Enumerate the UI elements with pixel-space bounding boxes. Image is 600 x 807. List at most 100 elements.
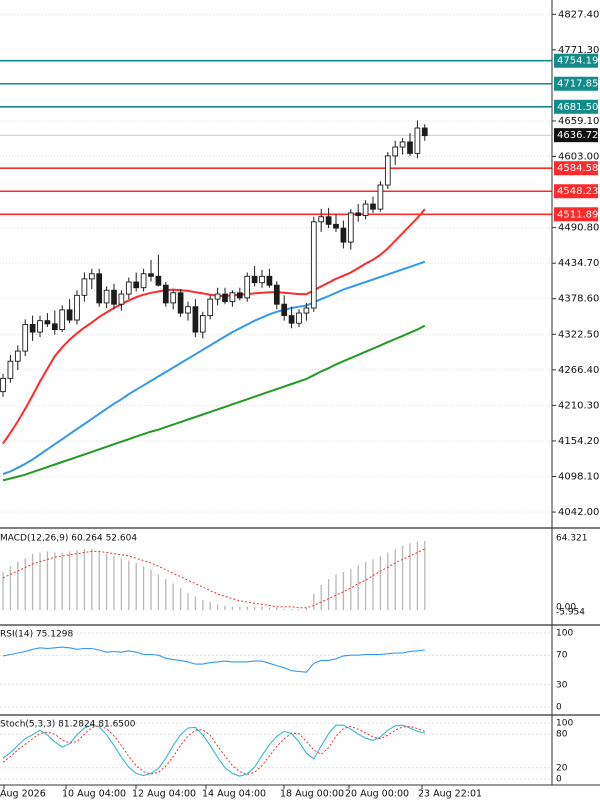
time-tick-label: 20 Aug 00:00 (345, 789, 409, 800)
bearish-candle-body (236, 292, 243, 299)
bullish-candle-body (414, 127, 421, 154)
stoch-tick-label: 20 (556, 763, 568, 773)
bearish-candle-body (133, 281, 140, 289)
candlestick (296, 309, 302, 328)
bullish-candle-body (103, 289, 110, 304)
bullish-candle-body (347, 212, 354, 243)
bullish-candle-body (214, 293, 221, 300)
price-axis: 4827.40 4771.30 4659.10 4603.00 4490.80 4434.… (552, 9, 599, 518)
stoch-main-line (2, 724, 425, 777)
ma-green-moving-average-line (2, 324, 426, 482)
ma-red-moving-average-line (2, 208, 426, 445)
support-level-label: 4511.89 (557, 209, 598, 220)
candlestick (88, 268, 95, 289)
bearish-candle-body (251, 275, 258, 284)
resistance-level-tag (554, 99, 598, 114)
bearish-candle-body (222, 293, 228, 303)
horizontal-levels (0, 59, 552, 216)
time-tick-label: 18 Aug 00:00 (280, 789, 344, 800)
candlestick (185, 301, 191, 321)
bearish-candle-body (162, 284, 169, 304)
bullish-candle-body (59, 309, 66, 330)
candlestick (14, 345, 21, 371)
bullish-candle-body (207, 298, 214, 317)
bullish-candle-body (140, 273, 147, 289)
bullish-candle-body (259, 275, 265, 284)
macd-axis-bottom: -5.954 (556, 608, 585, 618)
candlestick (155, 254, 162, 287)
bullish-candle-body (170, 292, 177, 304)
candlestick (281, 295, 288, 321)
rsi-panel: 100 70 30 0 RSI(14) 75.1298 (0, 629, 573, 713)
candlestick (7, 354, 14, 383)
price-tick-label: 4603.00 (558, 152, 599, 163)
bearish-candle-body (177, 292, 184, 314)
candlestick (162, 282, 169, 307)
candlestick (125, 277, 132, 300)
stoch-label: Stoch(5,3,3) 81.2824 81.6500 (0, 720, 136, 730)
candlestick (148, 259, 154, 282)
candlestick (310, 216, 317, 312)
support-level-label: 4584.58 (557, 163, 598, 174)
bearish-candle-body (266, 275, 273, 286)
bearish-candle-body (96, 273, 103, 304)
candlestick (22, 319, 29, 357)
macd-label: MACD(12,26,9) 60.264 52.604 (0, 534, 137, 544)
candlestick (229, 290, 236, 307)
resistance-level-label: 4681.50 (557, 102, 598, 113)
bearish-candle-body (273, 284, 280, 305)
bearish-candle-body (29, 324, 36, 333)
candlestick (0, 373, 6, 397)
candlestick (333, 214, 339, 232)
candlestick (340, 220, 347, 249)
price-tick-label: 4434.70 (558, 258, 599, 269)
candlestick (140, 268, 147, 292)
price-tick-label: 4210.30 (558, 400, 599, 411)
candlestick (236, 287, 243, 301)
time-axis: Aug 2026 10 Aug 04:00 12 Aug 04:00 14 Aug 0… (0, 785, 482, 800)
candlestick (392, 140, 399, 165)
rsi-label: RSI(14) 75.1298 (0, 630, 73, 640)
support-level-tag (554, 207, 598, 222)
candlestick (51, 310, 58, 335)
candlestick (347, 209, 354, 250)
bullish-candle-body (296, 312, 302, 324)
bullish-candle-body (0, 377, 6, 393)
candlestick (421, 124, 428, 141)
time-tick-label: Aug 2026 (0, 789, 46, 800)
stoch-tick-label: 100 (556, 719, 573, 729)
bearish-candle-body (44, 320, 51, 325)
rsi-tick-label: 100 (556, 629, 573, 639)
candlestick (177, 288, 184, 317)
candlestick (318, 209, 325, 232)
price-tick-label: 4659.10 (558, 116, 599, 127)
candlestick (29, 315, 36, 341)
bullish-candle-body (14, 350, 21, 362)
moving-averages (2, 208, 426, 482)
bearish-candle-body (333, 223, 339, 229)
candlestick (355, 204, 362, 222)
price-tick-label: 4154.20 (558, 436, 599, 447)
candlestick (44, 313, 51, 328)
bearish-candle-body (66, 309, 73, 321)
bullish-candle-body (362, 203, 369, 216)
rsi-tick-label: 0 (556, 703, 562, 713)
bearish-candle-body (288, 315, 295, 324)
bearish-candle-body (370, 203, 376, 210)
bearish-candle-body (407, 141, 413, 154)
resistance-level-tag (554, 76, 598, 91)
candlestick (37, 315, 43, 338)
price-tick-label: 4490.80 (558, 223, 599, 234)
bullish-candle-body (310, 221, 317, 309)
candlestick (74, 290, 80, 325)
resistance-level-label: 4754.19 (557, 56, 598, 67)
price-tick-label: 4378.60 (558, 294, 599, 305)
resistance-level-tag (554, 53, 598, 68)
bullish-candle-body (303, 307, 310, 314)
candlestick (118, 290, 125, 311)
candlestick (399, 138, 406, 155)
candlestick (244, 272, 251, 302)
candlestick (288, 306, 295, 329)
